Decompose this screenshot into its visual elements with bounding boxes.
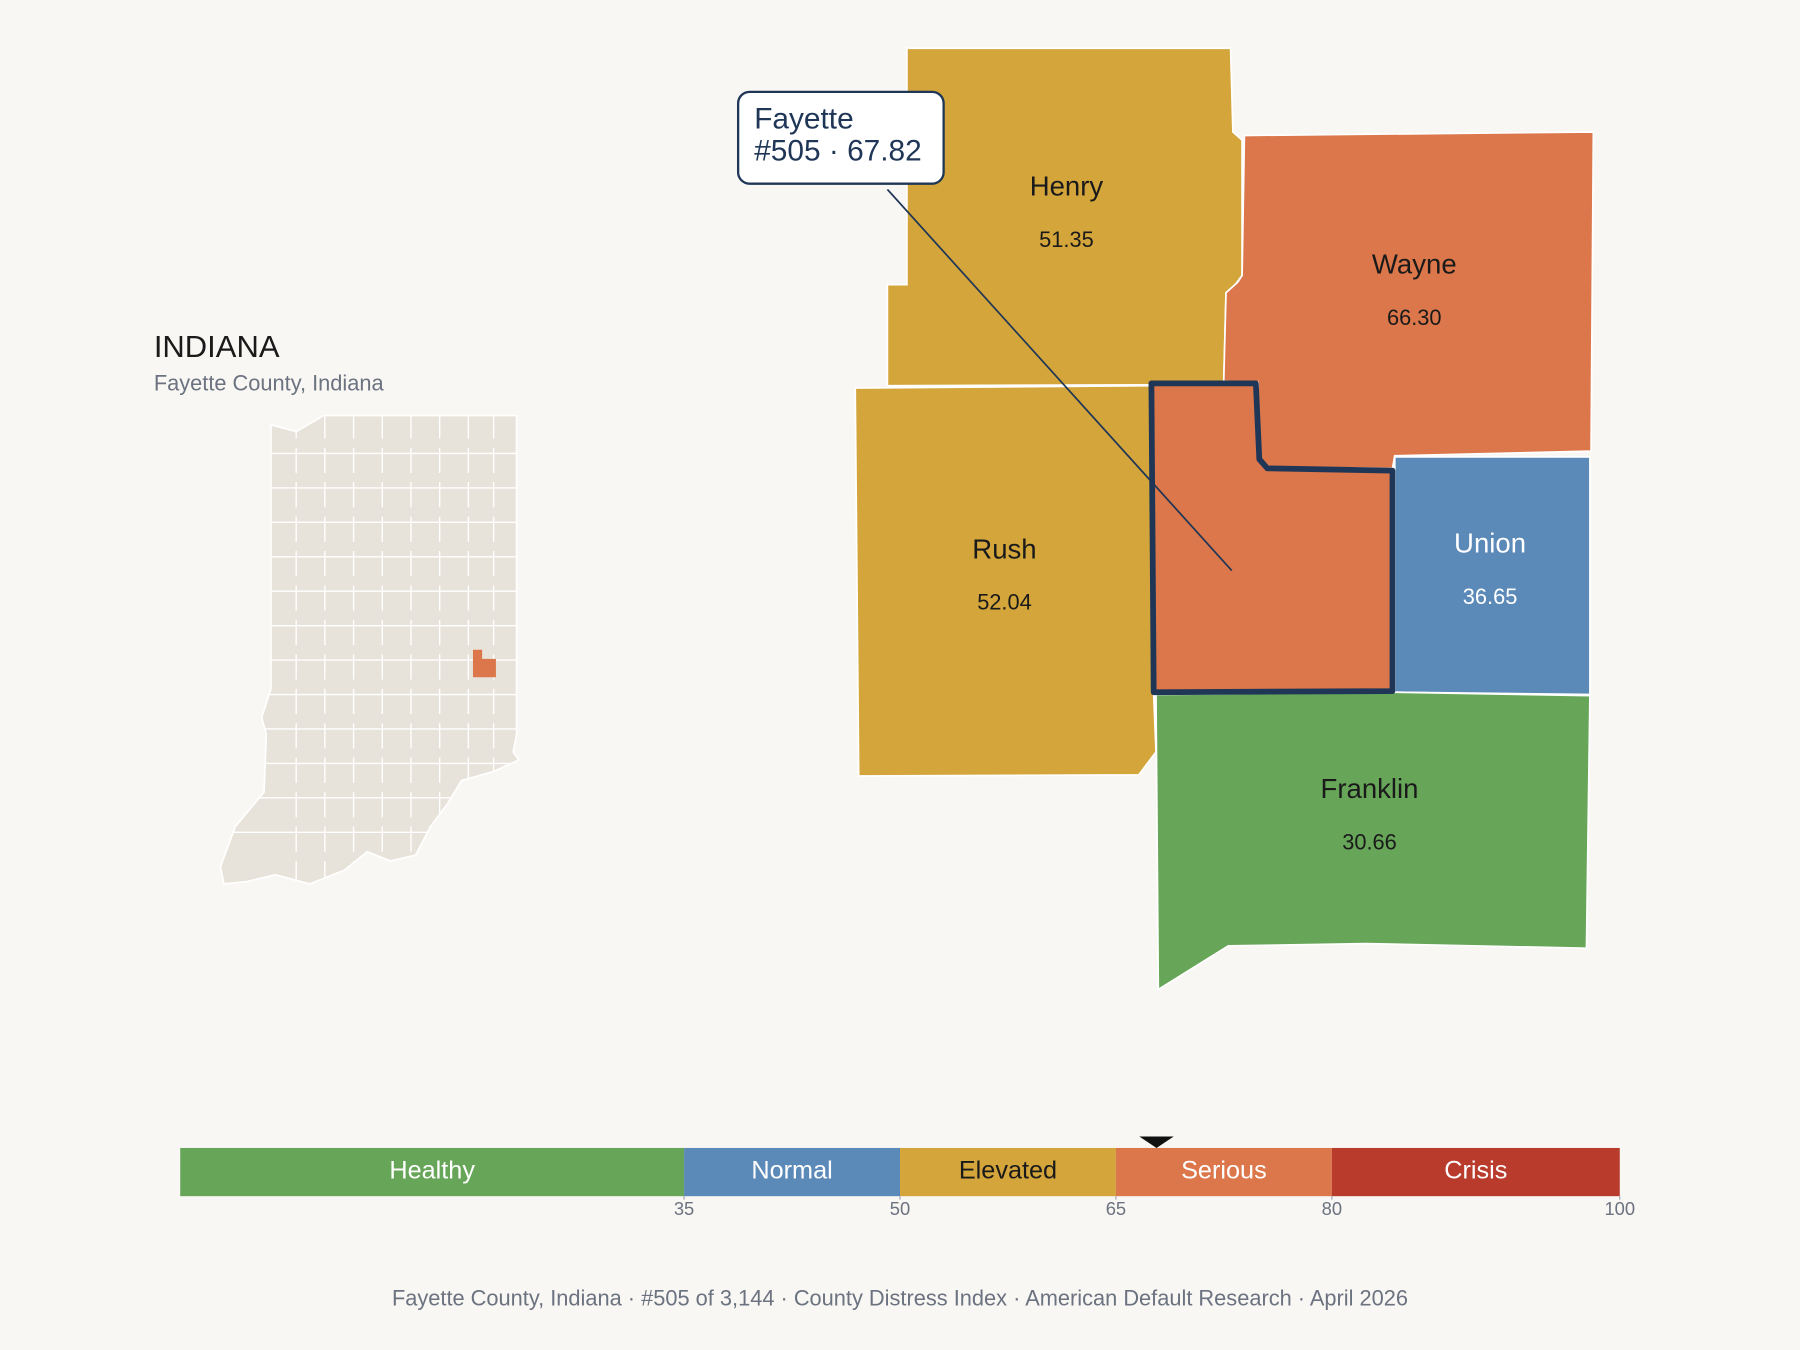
inset-selected-county bbox=[472, 649, 496, 678]
footer: Fayette County, Indiana · #505 of 3,144 … bbox=[392, 1285, 1408, 1310]
inset-county-lines bbox=[220, 415, 519, 884]
leader-line bbox=[886, 188, 1233, 572]
county-name: Franklin bbox=[1321, 773, 1419, 804]
inset-title: INDIANA bbox=[154, 329, 280, 364]
legend-scale: Healthy Normal Elevated Serious Crisis 35 50 65… bbox=[180, 1136, 1635, 1219]
county-layer: Henry 51.35 Wayne 66.30 Rush 52.04 Union 36.65 F… bbox=[854, 47, 1595, 992]
scale-band bbox=[684, 1147, 900, 1197]
county-score: 36.65 bbox=[1463, 584, 1518, 609]
callout: Fayette #505 · 67.82 bbox=[736, 90, 1233, 572]
county-score: 52.04 bbox=[977, 590, 1032, 615]
scale-band bbox=[900, 1147, 1116, 1197]
inset-map bbox=[219, 414, 521, 885]
county-score: 66.30 bbox=[1387, 305, 1442, 330]
callout-detail: #505 · 67.82 bbox=[754, 135, 922, 168]
scale-tick-label: 65 bbox=[1106, 1198, 1126, 1219]
scale-tick-label: 100 bbox=[1604, 1198, 1635, 1219]
county-score: 51.35 bbox=[1039, 227, 1094, 252]
scale-tick-label: 80 bbox=[1322, 1198, 1342, 1219]
county-name: Union bbox=[1454, 528, 1526, 559]
callout-box bbox=[736, 90, 945, 185]
county bbox=[854, 384, 1157, 777]
county-score: 30.66 bbox=[1342, 830, 1397, 855]
scale-band bbox=[180, 1147, 685, 1197]
state-outline bbox=[219, 414, 521, 885]
scale-tick-label: 35 bbox=[674, 1198, 694, 1219]
score-marker bbox=[1139, 1136, 1174, 1148]
scale-tick-label: 50 bbox=[890, 1198, 910, 1219]
inset-subtitle: Fayette County, Indiana bbox=[154, 370, 385, 395]
selected-county bbox=[1148, 380, 1396, 696]
scale-band-label: Healthy bbox=[389, 1157, 475, 1185]
county bbox=[1393, 456, 1591, 696]
scale-band bbox=[1331, 1147, 1620, 1197]
scale-band bbox=[1115, 1147, 1332, 1197]
county-name: Rush bbox=[972, 533, 1036, 564]
callout-name: Fayette bbox=[754, 102, 853, 135]
county bbox=[1222, 131, 1595, 470]
scale-band-label: Serious bbox=[1181, 1157, 1267, 1185]
county-name: Wayne bbox=[1372, 249, 1457, 280]
county-name: Henry bbox=[1030, 171, 1104, 202]
scale-band-label: Elevated bbox=[959, 1157, 1057, 1185]
scale-band-label: Normal bbox=[751, 1157, 832, 1185]
county bbox=[1155, 691, 1591, 992]
scale-band-label: Crisis bbox=[1444, 1157, 1507, 1185]
